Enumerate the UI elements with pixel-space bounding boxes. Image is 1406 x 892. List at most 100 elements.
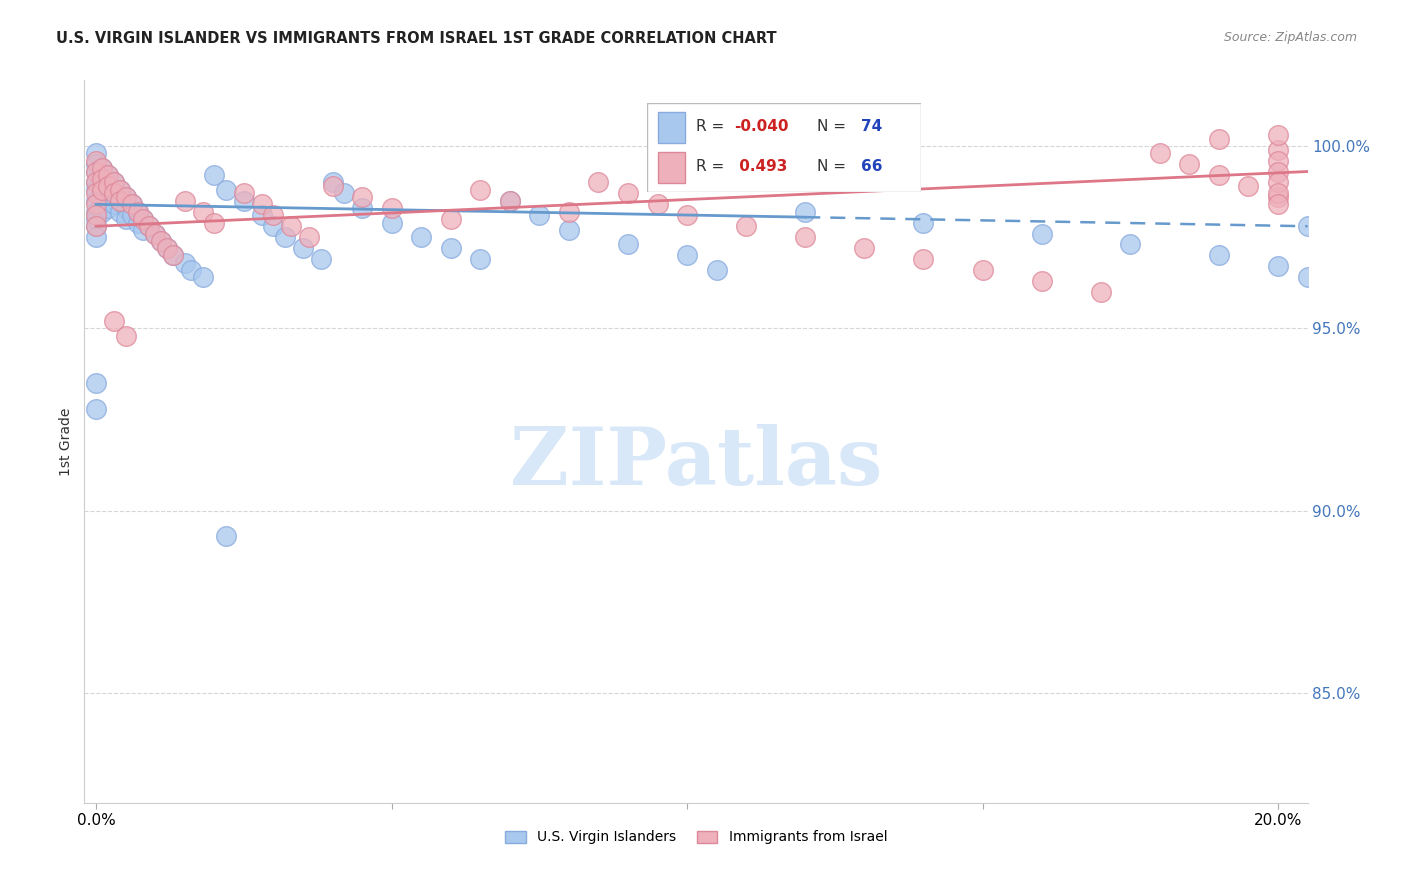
Point bbox=[322, 179, 344, 194]
Point bbox=[853, 241, 876, 255]
Point bbox=[84, 376, 107, 391]
Text: 74: 74 bbox=[860, 120, 882, 134]
Point bbox=[274, 230, 297, 244]
Point bbox=[84, 401, 107, 416]
Point bbox=[150, 234, 173, 248]
Point bbox=[103, 197, 125, 211]
Point bbox=[1296, 219, 1319, 234]
Point bbox=[84, 219, 107, 234]
Point bbox=[173, 256, 195, 270]
Point bbox=[972, 263, 994, 277]
Point bbox=[84, 230, 107, 244]
Point bbox=[84, 219, 107, 234]
Point bbox=[91, 161, 114, 175]
Point bbox=[108, 194, 131, 208]
Point bbox=[1267, 128, 1289, 142]
Point bbox=[1119, 237, 1142, 252]
Text: 66: 66 bbox=[860, 160, 882, 174]
Point bbox=[588, 176, 610, 190]
Point bbox=[333, 186, 356, 201]
Point bbox=[84, 153, 107, 168]
Text: N =: N = bbox=[817, 160, 846, 174]
Point bbox=[127, 204, 149, 219]
Point bbox=[132, 211, 155, 226]
Point bbox=[676, 248, 699, 262]
Point bbox=[202, 216, 225, 230]
Point bbox=[143, 227, 166, 241]
Point bbox=[352, 201, 374, 215]
Point bbox=[114, 190, 136, 204]
Text: R =: R = bbox=[696, 120, 724, 134]
Point bbox=[103, 186, 125, 201]
Point bbox=[143, 227, 166, 241]
Point bbox=[1208, 248, 1230, 262]
Point bbox=[1208, 168, 1230, 182]
Point bbox=[499, 194, 522, 208]
Point bbox=[156, 241, 179, 255]
Point bbox=[127, 216, 149, 230]
Point bbox=[132, 223, 155, 237]
Point bbox=[162, 248, 184, 262]
Point bbox=[121, 197, 143, 211]
Point bbox=[352, 190, 374, 204]
Point bbox=[84, 186, 107, 201]
Point bbox=[97, 179, 120, 194]
Point bbox=[1267, 197, 1289, 211]
Point bbox=[156, 241, 179, 255]
Point bbox=[470, 252, 492, 266]
Point bbox=[232, 194, 254, 208]
Point bbox=[499, 194, 522, 208]
Point bbox=[381, 201, 404, 215]
Point bbox=[91, 183, 114, 197]
Point bbox=[470, 183, 492, 197]
Point bbox=[250, 197, 273, 211]
Point bbox=[108, 194, 131, 208]
Point bbox=[121, 208, 143, 222]
Point bbox=[132, 211, 155, 226]
Point bbox=[322, 176, 344, 190]
Point bbox=[298, 230, 321, 244]
Point bbox=[1267, 176, 1289, 190]
Text: N =: N = bbox=[817, 120, 846, 134]
Point bbox=[91, 161, 114, 175]
Point bbox=[1296, 270, 1319, 285]
Point bbox=[114, 190, 136, 204]
Point bbox=[114, 211, 136, 226]
Point bbox=[262, 219, 284, 234]
Point bbox=[280, 219, 302, 234]
Point bbox=[84, 197, 107, 211]
Point bbox=[84, 204, 107, 219]
Point bbox=[706, 263, 728, 277]
Point bbox=[1031, 274, 1053, 288]
Point bbox=[173, 194, 195, 208]
Text: 0.493: 0.493 bbox=[734, 160, 787, 174]
Point bbox=[150, 234, 173, 248]
Text: U.S. VIRGIN ISLANDER VS IMMIGRANTS FROM ISRAEL 1ST GRADE CORRELATION CHART: U.S. VIRGIN ISLANDER VS IMMIGRANTS FROM … bbox=[56, 31, 778, 46]
Point bbox=[647, 197, 669, 211]
Point bbox=[558, 204, 581, 219]
Point bbox=[114, 201, 136, 215]
Point bbox=[411, 230, 433, 244]
Point bbox=[215, 183, 238, 197]
Point bbox=[97, 190, 120, 204]
Point bbox=[114, 328, 136, 343]
Point bbox=[103, 186, 125, 201]
Point bbox=[84, 208, 107, 222]
Point bbox=[97, 201, 120, 215]
Text: R =: R = bbox=[696, 160, 724, 174]
Bar bbox=[658, 112, 685, 143]
Point bbox=[262, 208, 284, 222]
Point bbox=[91, 171, 114, 186]
FancyBboxPatch shape bbox=[647, 103, 921, 192]
Point bbox=[1267, 153, 1289, 168]
Point bbox=[103, 176, 125, 190]
Point bbox=[215, 529, 238, 543]
Point bbox=[108, 183, 131, 197]
Point bbox=[103, 176, 125, 190]
Point bbox=[735, 219, 758, 234]
Point bbox=[97, 168, 120, 182]
Point bbox=[138, 219, 160, 234]
Point bbox=[309, 252, 332, 266]
Text: ZIPatlas: ZIPatlas bbox=[510, 425, 882, 502]
Point bbox=[1267, 143, 1289, 157]
